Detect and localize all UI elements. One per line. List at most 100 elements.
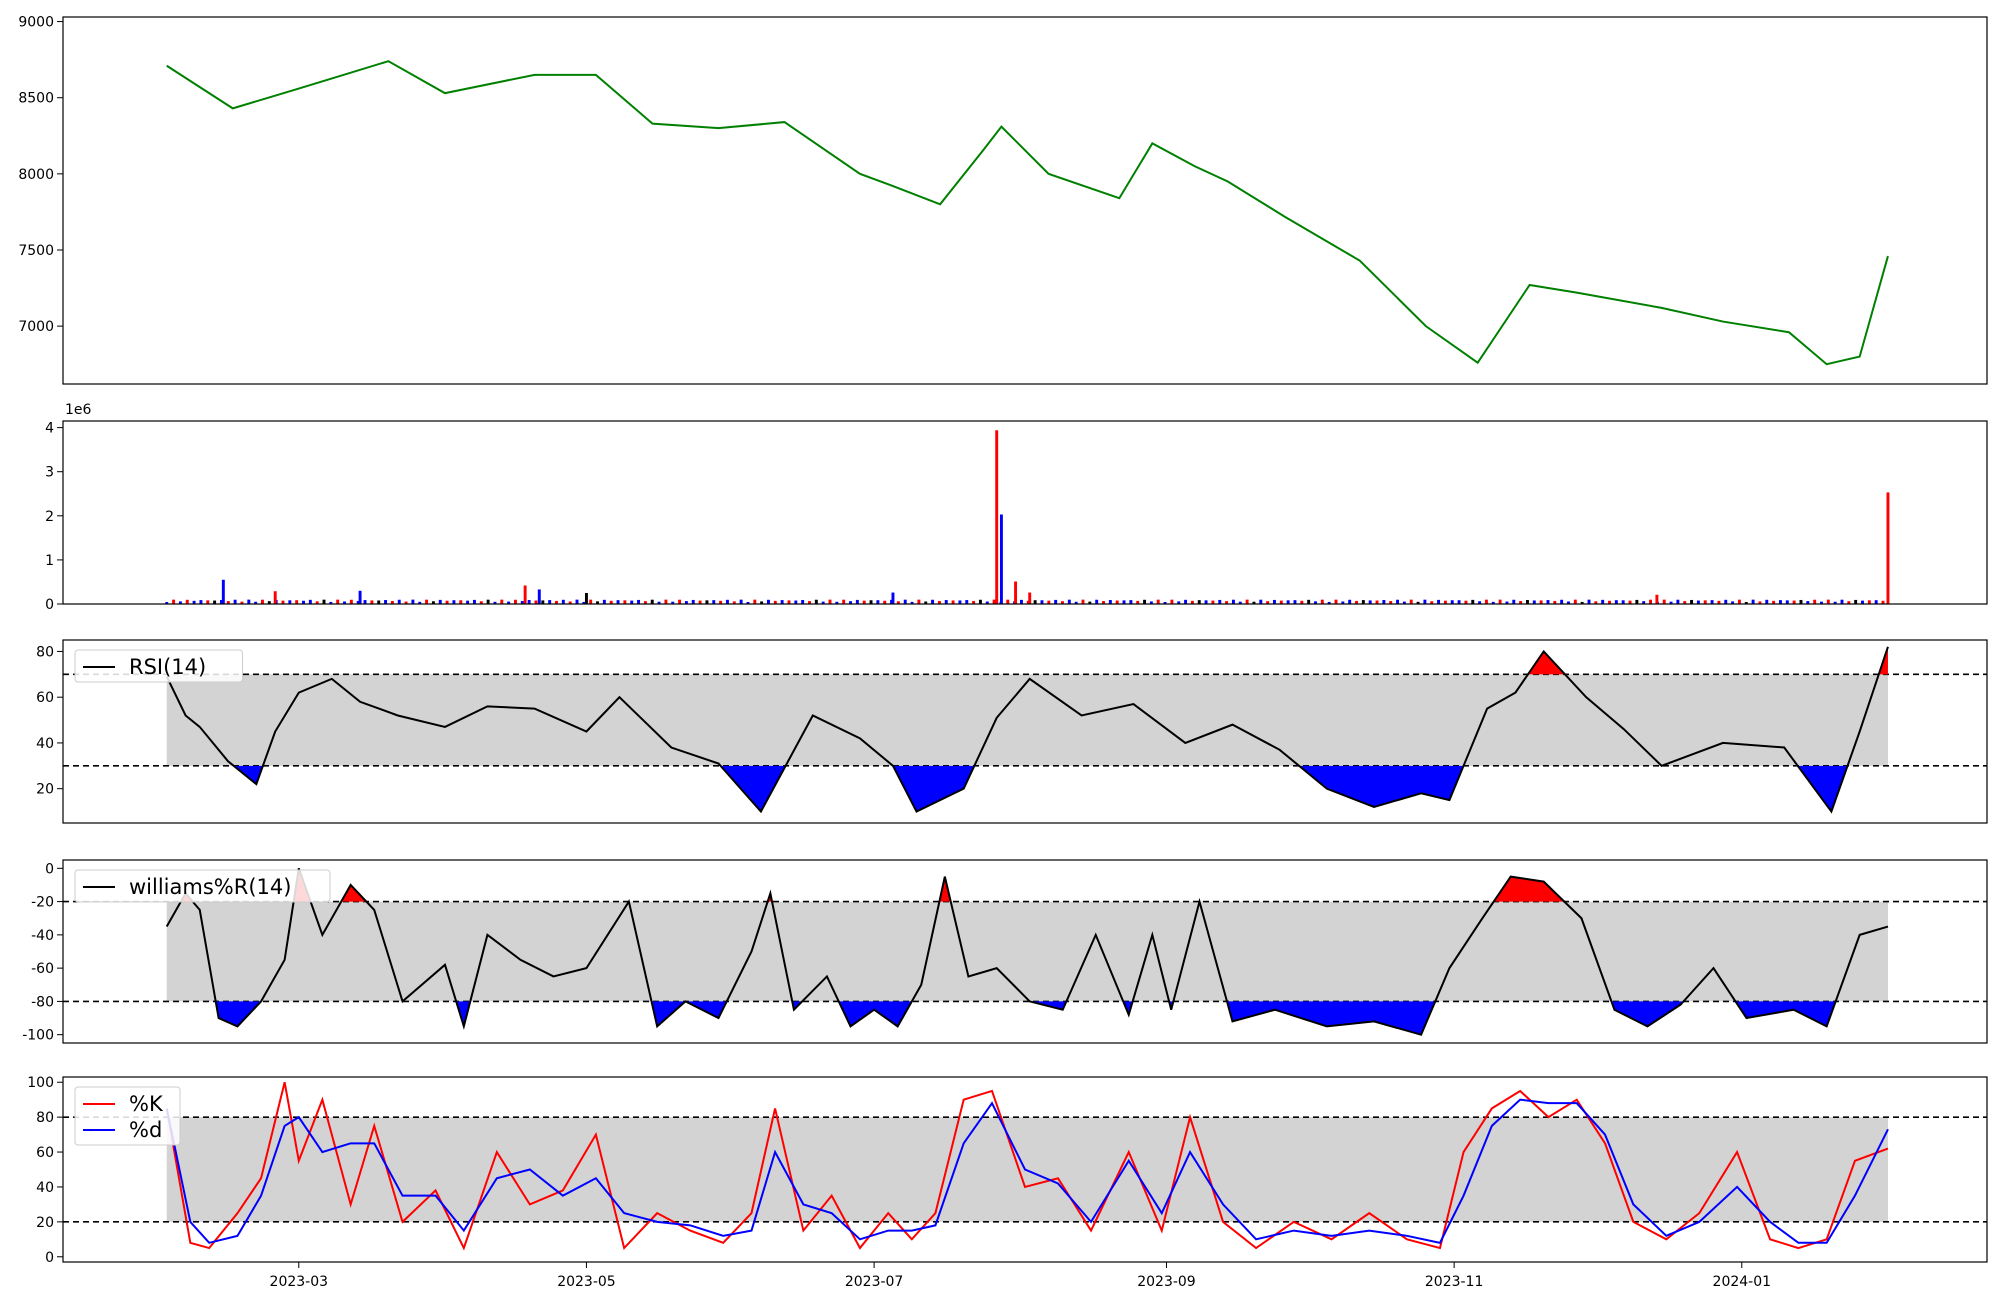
axes-frame (62, 1076, 1988, 1263)
volume-bar (1532, 600, 1536, 604)
volume-bar (1341, 601, 1345, 604)
volume-bar (719, 600, 723, 604)
volume-bar (1772, 600, 1776, 604)
volume-panel: 0 1 2 3 4 1e6 (45, 402, 1988, 613)
volume-bar (732, 601, 736, 604)
volume-bar (1696, 600, 1700, 604)
volume-bar (876, 600, 880, 604)
volume-bar (206, 600, 210, 604)
axes-frame (62, 420, 1988, 605)
volume-bar (596, 601, 599, 604)
volume-bar (1867, 600, 1871, 604)
volume-bar (725, 599, 729, 604)
volume-bar (1724, 599, 1728, 604)
volume-bar (1409, 599, 1413, 604)
volume-bar (1225, 601, 1229, 604)
volume-bar (746, 601, 750, 604)
x-tick-label: 2023-07 (845, 1274, 904, 1290)
volume-bar (842, 599, 846, 604)
volume-bar (1881, 600, 1885, 604)
volume-bar (1580, 601, 1584, 604)
volume-bar (924, 601, 928, 604)
y-tick-label: 20 (36, 782, 54, 798)
volume-bar (425, 599, 429, 604)
volume-bar (1683, 601, 1687, 604)
volume-bar (527, 600, 531, 604)
volume-bar (356, 600, 360, 604)
volume-bar (609, 600, 613, 604)
volume-bar (1074, 601, 1078, 604)
x-tick-label: 2023-09 (1137, 1274, 1196, 1290)
neutral-band (166, 901, 1888, 1002)
volume-bar (1184, 599, 1188, 604)
volume-bar (1758, 601, 1762, 604)
volume-bar (1218, 599, 1222, 604)
volume-bar (1669, 601, 1673, 604)
volume-bar (363, 600, 367, 604)
volume-bar (1259, 599, 1263, 604)
volume-bar (1573, 599, 1577, 604)
volume-bar (671, 601, 675, 604)
volume-bar (1375, 600, 1379, 604)
volume-bar (1594, 601, 1598, 604)
volume-bar (821, 601, 825, 604)
oversold-fill (838, 1001, 912, 1027)
y-tick-label: -80 (31, 994, 54, 1010)
volume-bar (1129, 600, 1133, 604)
y-tick-label: 2 (45, 509, 54, 525)
volume-bar (1252, 601, 1256, 604)
volume-bar (1197, 600, 1201, 604)
oversold-fill (1735, 1001, 1836, 1027)
volume-bar (1231, 599, 1235, 604)
volume-bar (411, 599, 415, 604)
volume-bar (213, 600, 217, 604)
volume-bar (1443, 600, 1447, 604)
volume-bar (1266, 601, 1270, 604)
williams-r-panel: 0 -20 -40 -60 -80 -100 williams%R(14) (22, 859, 1988, 1044)
volume-bar (937, 600, 941, 604)
volume-bar (1546, 600, 1550, 604)
volume-bar (1061, 601, 1064, 604)
oversold-fill (456, 1001, 471, 1027)
volume-bar (657, 601, 661, 604)
volume-bar (780, 600, 784, 604)
y-tick-label: -100 (22, 1028, 54, 1044)
volume-bar (288, 600, 292, 604)
volume-bar (869, 600, 873, 604)
volume-bar (1396, 599, 1400, 604)
volume-bar (1136, 600, 1140, 604)
volume-bar (329, 601, 333, 604)
volume-bar (1553, 600, 1557, 604)
volume-bar (1567, 601, 1570, 604)
volume-bar (1108, 599, 1112, 604)
volume-bar (1423, 599, 1427, 604)
volume-bar (1491, 601, 1495, 604)
volume-bar (418, 601, 422, 604)
volume-bar (684, 601, 688, 604)
volume-bar (185, 599, 189, 604)
volume-bar (1874, 600, 1878, 604)
axes-frame (62, 639, 1988, 824)
volume-bar (1437, 599, 1441, 604)
volume-bar (1778, 600, 1782, 604)
y-tick-label: 40 (36, 1180, 54, 1196)
volume-bar (561, 599, 565, 604)
volume-bar (1081, 599, 1085, 604)
volume-bar (1122, 600, 1126, 604)
volume-bar (1190, 600, 1194, 604)
volume-bar (1703, 600, 1707, 604)
overbought-fill (939, 876, 951, 902)
volume-bar (891, 592, 895, 604)
volume-bar (1608, 600, 1611, 604)
volume-bar (794, 600, 798, 604)
volume-bar (584, 592, 588, 604)
volume-bar (520, 601, 524, 604)
volume-bar (438, 599, 442, 604)
volume-bar (548, 600, 552, 604)
volume-bar (1028, 592, 1032, 604)
volume-bar (397, 599, 401, 604)
volume-bar (1471, 599, 1475, 604)
volume-bar (896, 601, 900, 604)
axes-frame (62, 16, 1988, 385)
